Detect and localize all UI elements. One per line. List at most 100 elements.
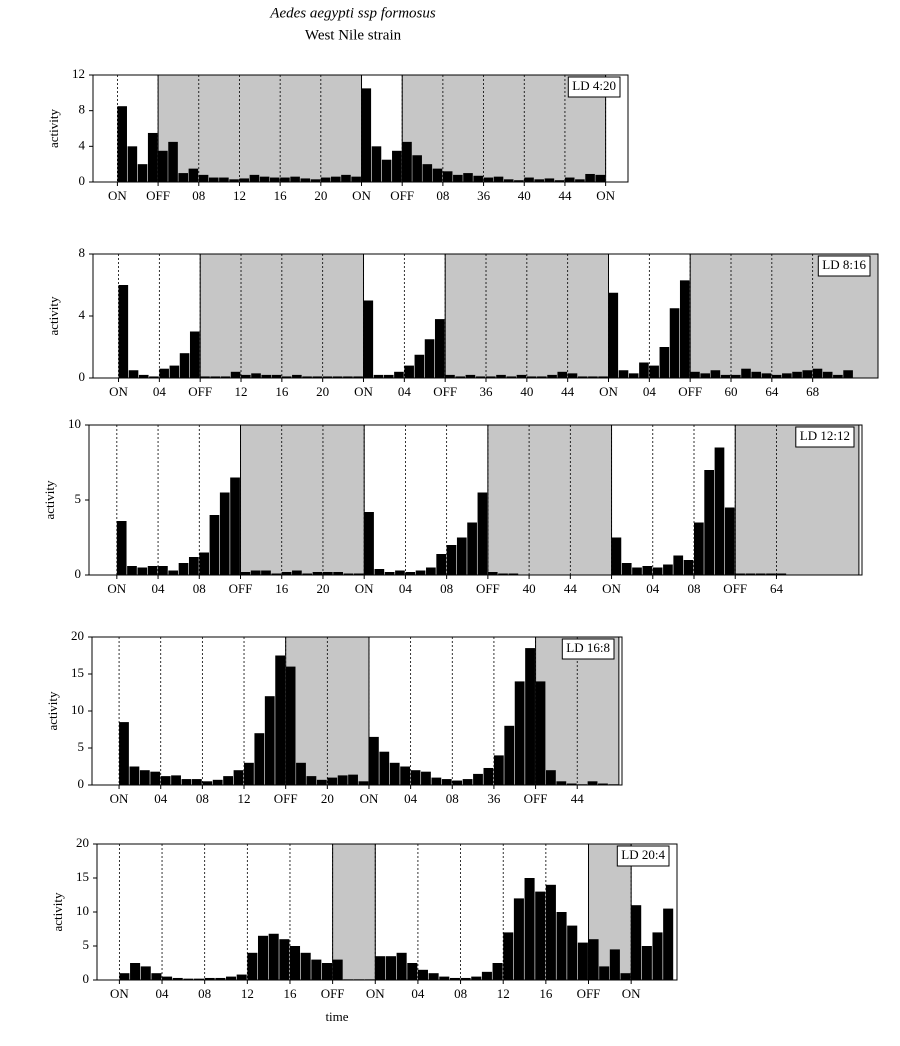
bar [331, 176, 341, 182]
panel [118, 637, 620, 785]
x-tick-label: 08 [688, 581, 701, 596]
bar [642, 566, 653, 575]
bar [564, 177, 575, 182]
dark-period [487, 425, 613, 575]
bar [271, 374, 282, 378]
x-tick-label: 04 [156, 986, 170, 1001]
x-tick-label: 04 [643, 384, 657, 399]
bar [410, 770, 421, 785]
y-axis-label: activity [50, 892, 65, 931]
x-tick-label: OFF [188, 384, 212, 399]
bar [683, 560, 694, 575]
x-tick-label: 36 [480, 384, 494, 399]
bar [599, 966, 610, 980]
bar [414, 354, 425, 378]
bar [226, 976, 237, 980]
bar [745, 573, 756, 575]
bar [361, 88, 372, 182]
bar [285, 666, 296, 785]
bar [525, 648, 535, 785]
bar [219, 177, 229, 182]
y-axis-label: activity [46, 109, 61, 148]
bar [290, 176, 300, 182]
y-tick-label: 20 [71, 628, 84, 643]
bar [358, 781, 369, 785]
figure-subtitle: West Nile strain [305, 27, 402, 43]
x-tick-label: 08 [198, 986, 211, 1001]
x-tick-label: 08 [446, 791, 459, 806]
x-tick-label: 64 [770, 581, 784, 596]
x-tick-label: ON [109, 384, 128, 399]
bar [275, 655, 286, 785]
bar [694, 522, 704, 575]
bar [524, 878, 535, 980]
y-tick-label: 8 [79, 245, 86, 260]
bar [628, 373, 639, 378]
bar [402, 141, 412, 182]
x-tick-label: 04 [153, 384, 167, 399]
bar [843, 370, 853, 378]
bar [395, 570, 405, 575]
bar [652, 932, 663, 980]
bar [117, 106, 127, 182]
bar [535, 891, 546, 980]
bar [204, 977, 215, 980]
bar [405, 572, 416, 575]
bar [209, 515, 220, 575]
bar [249, 174, 260, 182]
bar [471, 976, 482, 980]
bar [526, 376, 537, 378]
bar [417, 969, 428, 980]
bar [514, 681, 525, 785]
bar [704, 470, 715, 575]
bar [343, 573, 354, 575]
panel-label: LD 20:4 [621, 847, 665, 862]
bar [428, 973, 439, 980]
bar [220, 376, 231, 378]
bar [755, 573, 766, 575]
dark-period [157, 75, 363, 182]
bar [436, 554, 447, 575]
bar [496, 374, 506, 378]
bar [353, 376, 363, 378]
y-tick-label: 20 [76, 835, 89, 850]
y-tick-label: 12 [72, 66, 85, 81]
bar [179, 353, 190, 378]
bar [385, 956, 396, 980]
bar [669, 308, 680, 378]
y-axis-label: activity [45, 691, 60, 730]
x-tick-label: 40 [520, 384, 533, 399]
bar [188, 168, 199, 182]
bar [394, 371, 404, 378]
bar [168, 570, 179, 575]
bar [127, 566, 137, 575]
x-tick-label: 44 [561, 384, 575, 399]
bar [289, 946, 301, 980]
bar [460, 977, 471, 980]
bar [199, 552, 209, 575]
x-tick-label: ON [352, 188, 371, 203]
x-tick-label: 04 [411, 986, 425, 1001]
bar [761, 373, 772, 378]
x-tick-label: ON [108, 188, 127, 203]
x-tick-label: ON [354, 384, 373, 399]
bar [487, 572, 498, 575]
bar [363, 300, 374, 378]
panel-label: LD 4:20 [572, 78, 616, 93]
bar [652, 567, 663, 575]
plot-frame [92, 253, 879, 379]
bar [280, 177, 290, 182]
bar [127, 146, 138, 182]
x-tick-label: 44 [564, 581, 578, 596]
bar [353, 573, 364, 575]
bar [407, 963, 418, 980]
bar [158, 150, 168, 182]
bar [322, 376, 333, 378]
bar [300, 952, 311, 980]
bar [421, 771, 431, 785]
x-tick-label: OFF [274, 791, 298, 806]
bar [424, 339, 435, 378]
x-tick-label: OFF [146, 188, 170, 203]
bar [611, 537, 622, 575]
x-tick-label: OFF [723, 581, 747, 596]
